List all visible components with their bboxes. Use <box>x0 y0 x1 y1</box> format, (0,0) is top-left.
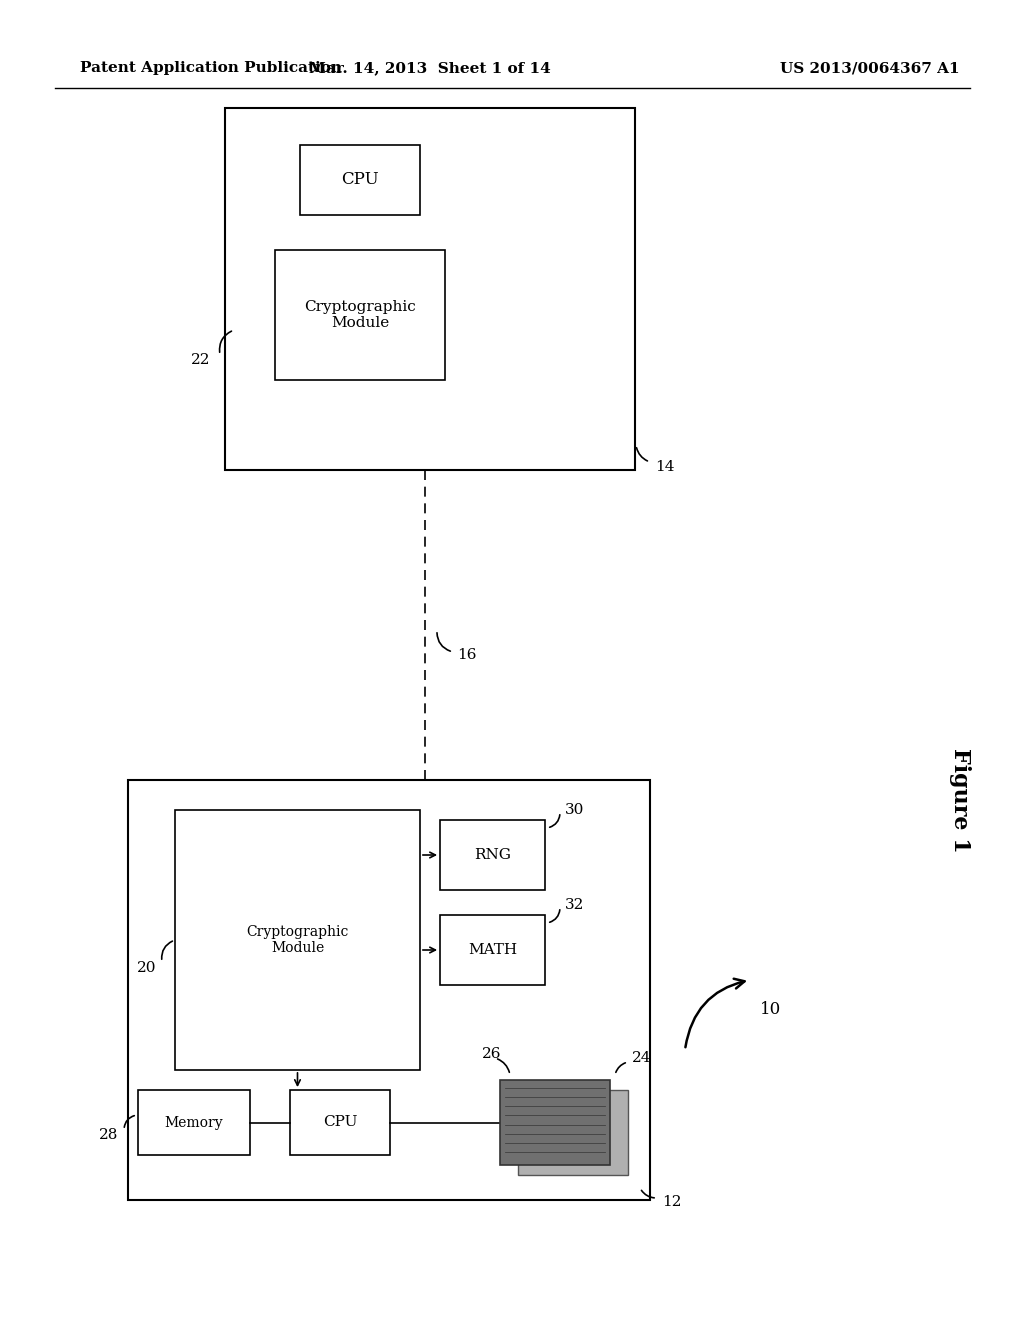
Text: Memory: Memory <box>165 1115 223 1130</box>
Text: CPU: CPU <box>341 172 379 189</box>
Text: Cryptographic
Module: Cryptographic Module <box>304 300 416 330</box>
Text: 22: 22 <box>190 352 210 367</box>
Text: 28: 28 <box>98 1129 118 1142</box>
Text: 24: 24 <box>632 1051 651 1065</box>
Bar <box>500 1080 610 1166</box>
Text: CPU: CPU <box>323 1115 357 1130</box>
Bar <box>290 1090 390 1155</box>
Text: 14: 14 <box>655 459 675 474</box>
Bar <box>275 249 445 380</box>
Text: 16: 16 <box>457 648 476 663</box>
FancyArrowPatch shape <box>685 978 744 1047</box>
Bar <box>518 1090 628 1175</box>
Bar <box>440 915 545 985</box>
Text: Figure 1: Figure 1 <box>949 747 971 853</box>
Bar <box>225 108 635 470</box>
Text: Mar. 14, 2013  Sheet 1 of 14: Mar. 14, 2013 Sheet 1 of 14 <box>309 61 551 75</box>
Text: 20: 20 <box>136 961 156 975</box>
Text: Patent Application Publication: Patent Application Publication <box>80 61 342 75</box>
Text: 10: 10 <box>760 1002 781 1019</box>
Bar <box>300 145 420 215</box>
Text: 12: 12 <box>662 1195 682 1209</box>
Text: 32: 32 <box>565 898 585 912</box>
Text: 26: 26 <box>482 1047 502 1061</box>
Bar <box>440 820 545 890</box>
Text: Cryptographic
Module: Cryptographic Module <box>247 925 349 956</box>
Bar <box>128 780 650 1200</box>
Text: 30: 30 <box>565 803 585 817</box>
Text: RNG: RNG <box>474 847 511 862</box>
Text: MATH: MATH <box>468 942 517 957</box>
Text: US 2013/0064367 A1: US 2013/0064367 A1 <box>780 61 959 75</box>
Bar <box>175 810 420 1071</box>
Bar <box>138 1090 250 1155</box>
